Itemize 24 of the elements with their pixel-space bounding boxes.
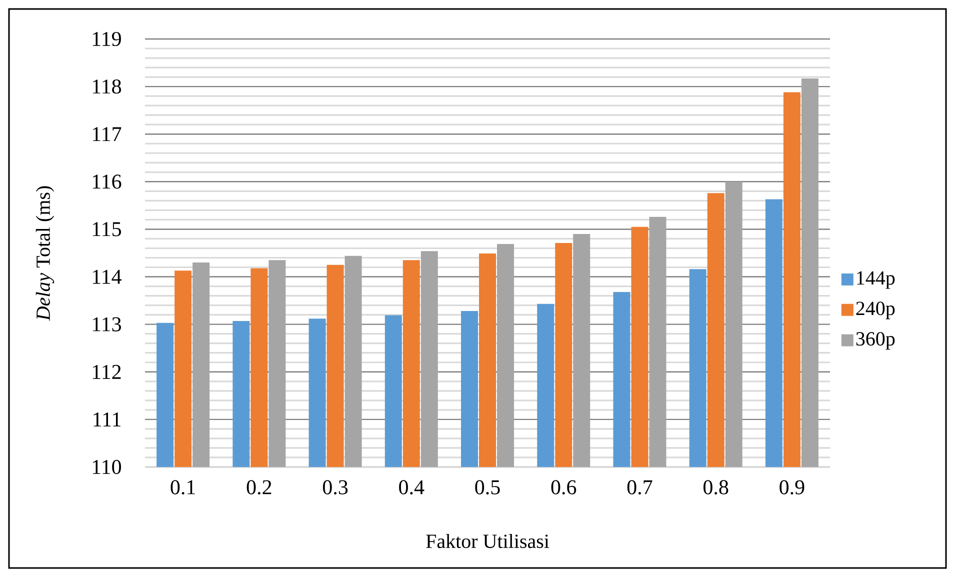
y-axis-title: Delay Total (ms) [36,186,54,321]
y-tick-label: 116 [92,174,122,189]
x-tick-label: 0.6 [551,480,576,494]
x-tick-label: 0.8 [704,480,728,494]
y-tick-label: 119 [92,32,121,46]
x-tick-label: 0.3 [322,480,348,494]
x-axis-title: Faktor Utilisasi [426,534,550,548]
y-tick-label: 113 [92,317,121,332]
y-tick-label: 112 [92,364,121,379]
x-tick-label: 0.9 [780,480,804,494]
y-tick-label: 115 [92,222,121,236]
y-tick-label: 118 [92,79,122,94]
x-tick-label: 0.7 [627,480,652,494]
legend-label: 240p [856,302,895,320]
x-tick-label: 0.1 [170,480,195,494]
legend-label: 144p [857,271,895,289]
y-tick-label: 110 [92,460,122,474]
y-tick-label: 117 [92,127,122,142]
x-tick-label: 0.4 [399,480,424,494]
x-tick-label: 0.2 [246,480,272,494]
y-tick-label: 114 [92,270,122,284]
legend-label: 360p [856,332,895,350]
x-tick-label: 0.5 [475,480,500,494]
y-tick-label: 111 [94,412,121,426]
